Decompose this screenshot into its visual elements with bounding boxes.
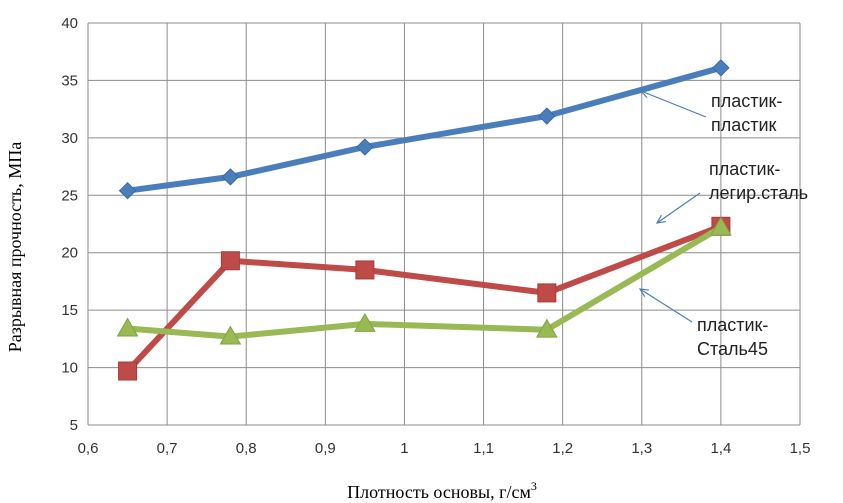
series-annotation: пластик-легир.сталь: [709, 159, 808, 203]
x-tick-label: 1,5: [790, 440, 811, 457]
series-group: [116, 59, 732, 381]
grid: [87, 22, 801, 426]
x-tick-label: 0,6: [78, 440, 99, 457]
annotation-arrow: [639, 89, 707, 118]
y-tick-label: 30: [61, 130, 78, 147]
x-tick-label: 0,8: [236, 440, 257, 457]
y-axis-ticks: 5 10 15 20 25 30 35 40: [61, 15, 78, 434]
annotation-line: пластик-: [697, 315, 768, 335]
series-line: [124, 223, 724, 374]
y-tick-label: 15: [61, 302, 78, 319]
data-point: [354, 312, 376, 332]
series-1: [118, 59, 730, 200]
data-point: [356, 138, 374, 156]
series-line: [124, 64, 724, 194]
annotation-line: пластик: [711, 115, 777, 135]
annotation-arrow: [655, 192, 701, 224]
x-axis-title-sup: 3: [531, 479, 537, 493]
y-axis-title: Разрывная прочность, МПа: [5, 142, 25, 352]
data-point: [220, 251, 240, 271]
annotation-line: Сталь45: [697, 339, 768, 359]
series-3: [116, 216, 732, 345]
x-tick-label: 1,1: [473, 440, 494, 457]
y-tick-label: 35: [61, 72, 78, 89]
y-tick-label: 25: [61, 187, 78, 204]
data-point: [538, 107, 556, 125]
x-tick-label: 1: [400, 440, 408, 457]
y-tick-label: 20: [61, 245, 78, 262]
y-tick-label: 5: [70, 417, 78, 434]
y-tick-label: 10: [61, 360, 78, 377]
data-point: [219, 325, 242, 345]
data-point: [118, 181, 137, 200]
data-point: [710, 216, 732, 236]
x-tick-label: 1,4: [710, 440, 731, 457]
x-axis-title: Плотность основы, г/см3: [347, 479, 537, 502]
x-tick-label: 1,3: [631, 440, 652, 457]
annotation-line: пластик-: [711, 91, 782, 111]
data-point: [537, 283, 557, 303]
data-point: [116, 317, 139, 337]
data-point: [221, 168, 240, 186]
x-tick-label: 0,9: [315, 440, 336, 457]
x-tick-label: 0,7: [157, 440, 178, 457]
series-2: [118, 216, 731, 381]
x-tick-label: 1,2: [552, 440, 573, 457]
x-axis-title-text: Плотность основы, г/см: [347, 482, 531, 502]
data-point: [118, 361, 138, 381]
data-point: [712, 59, 730, 77]
x-axis-ticks: 0,6 0,7 0,8 0,9 1 1,1 1,2 1,3 1,4 1,5: [78, 440, 811, 457]
series-line: [124, 224, 724, 340]
series-annotation: пластик-пластик: [711, 91, 782, 135]
data-point: [535, 318, 558, 338]
series-annotation: пластик- Сталь45: [697, 315, 768, 359]
annotation-line: пластик-: [709, 159, 780, 179]
y-tick-label: 40: [61, 15, 78, 32]
annotation-arrow: [638, 288, 693, 323]
annotation-line: легир.сталь: [709, 183, 808, 203]
data-point: [355, 260, 375, 280]
annotations: пластик-пластикпластик-легир.стальпласти…: [638, 89, 808, 359]
